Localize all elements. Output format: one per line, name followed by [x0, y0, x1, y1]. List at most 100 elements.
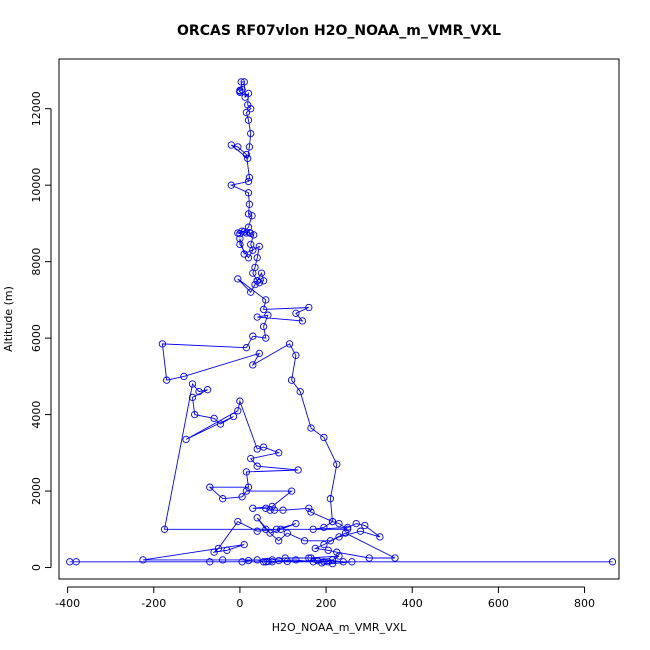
- data-point: [245, 200, 254, 208]
- data-point: [247, 454, 255, 463]
- data-point: [283, 557, 291, 566]
- data-point: [287, 487, 296, 495]
- data-point: [182, 435, 190, 444]
- data-point: [253, 556, 261, 564]
- data-point: [229, 412, 238, 421]
- data-point: [305, 504, 313, 512]
- data-point: [210, 548, 218, 556]
- y-tick-label: 2000: [30, 477, 43, 505]
- y-tick-label: 8000: [30, 248, 43, 276]
- data-point: [234, 275, 242, 283]
- data-point: [259, 322, 268, 331]
- data-point: [253, 514, 261, 522]
- data-point: [335, 552, 343, 560]
- y-tick-label: 10000: [30, 168, 43, 203]
- data-point: [270, 506, 279, 514]
- data-point: [191, 410, 199, 419]
- data-point: [335, 533, 343, 541]
- data-point: [309, 558, 317, 566]
- data-point: [259, 305, 268, 314]
- data-point: [307, 508, 315, 516]
- data-point: [264, 311, 272, 319]
- data-point: [608, 558, 617, 566]
- data-point: [245, 228, 254, 237]
- y-axis: 0 2000 4000 6000 8000 10000 12000: [30, 91, 52, 571]
- series-layer: [66, 78, 617, 568]
- data-point: [275, 537, 283, 545]
- data-point: [292, 309, 300, 317]
- y-tick-label: 4000: [30, 401, 43, 429]
- chart-title: ORCAS RF07vlon H2O_NOAA_m_VMR_VXL: [177, 23, 501, 39]
- data-point: [320, 433, 328, 442]
- data-point: [219, 495, 227, 503]
- data-point: [210, 414, 218, 423]
- data-point: [253, 277, 261, 285]
- data-point: [255, 279, 263, 287]
- data-point: [296, 387, 304, 396]
- y-tick-label: 6000: [30, 324, 43, 352]
- data-point: [237, 78, 245, 86]
- data-point: [356, 527, 365, 535]
- data-point: [391, 554, 399, 562]
- data-point: [249, 361, 257, 369]
- data-point: [214, 544, 223, 553]
- data-point: [236, 397, 244, 405]
- data-point: [255, 349, 263, 358]
- data-point: [244, 116, 253, 124]
- data-point: [242, 487, 251, 495]
- data-point: [259, 558, 268, 566]
- data-point: [255, 242, 263, 251]
- data-point: [257, 269, 266, 277]
- data-point: [238, 558, 246, 566]
- data-point: [188, 380, 197, 388]
- data-point: [328, 560, 337, 568]
- data-point: [341, 529, 350, 537]
- y-tick-label: 0: [30, 564, 43, 571]
- data-point: [66, 558, 74, 566]
- data-point: [333, 548, 341, 556]
- y-axis-label: Altitude (m): [2, 286, 15, 352]
- data-point: [294, 466, 302, 474]
- data-point: [298, 317, 307, 325]
- data-point: [253, 254, 261, 262]
- data-point: [242, 344, 251, 352]
- data-point: [320, 540, 328, 549]
- data-point: [244, 254, 253, 262]
- data-point: [216, 420, 225, 428]
- data-point: [352, 519, 360, 528]
- data-point: [266, 529, 274, 537]
- x-tick-label: -400: [55, 597, 80, 610]
- data-point: [195, 387, 203, 396]
- data-point: [234, 407, 242, 415]
- data-point: [234, 517, 242, 526]
- data-point: [348, 558, 356, 566]
- data-point: [219, 556, 227, 564]
- data-point: [249, 504, 257, 512]
- data-point: [333, 460, 341, 468]
- data-point: [326, 537, 335, 545]
- data-point: [188, 393, 197, 402]
- data-point: [262, 504, 270, 512]
- data-point: [326, 495, 335, 503]
- data-point: [242, 108, 251, 117]
- data-point: [236, 235, 244, 243]
- data-point: [262, 558, 270, 566]
- data-point: [227, 181, 235, 189]
- data-point: [328, 517, 337, 526]
- data-point: [244, 210, 253, 218]
- data-point: [240, 250, 248, 258]
- data-point: [250, 231, 258, 239]
- data-point: [240, 540, 248, 549]
- data-point: [234, 143, 242, 151]
- data-point: [376, 533, 384, 541]
- data-point: [292, 556, 300, 564]
- data-point: [307, 554, 315, 562]
- data-point: [249, 332, 257, 340]
- x-tick-label: 0: [236, 597, 243, 610]
- data-point: [244, 483, 253, 491]
- data-point: [309, 525, 317, 533]
- data-point: [238, 227, 246, 235]
- data-point: [223, 546, 231, 554]
- data-point: [238, 493, 246, 501]
